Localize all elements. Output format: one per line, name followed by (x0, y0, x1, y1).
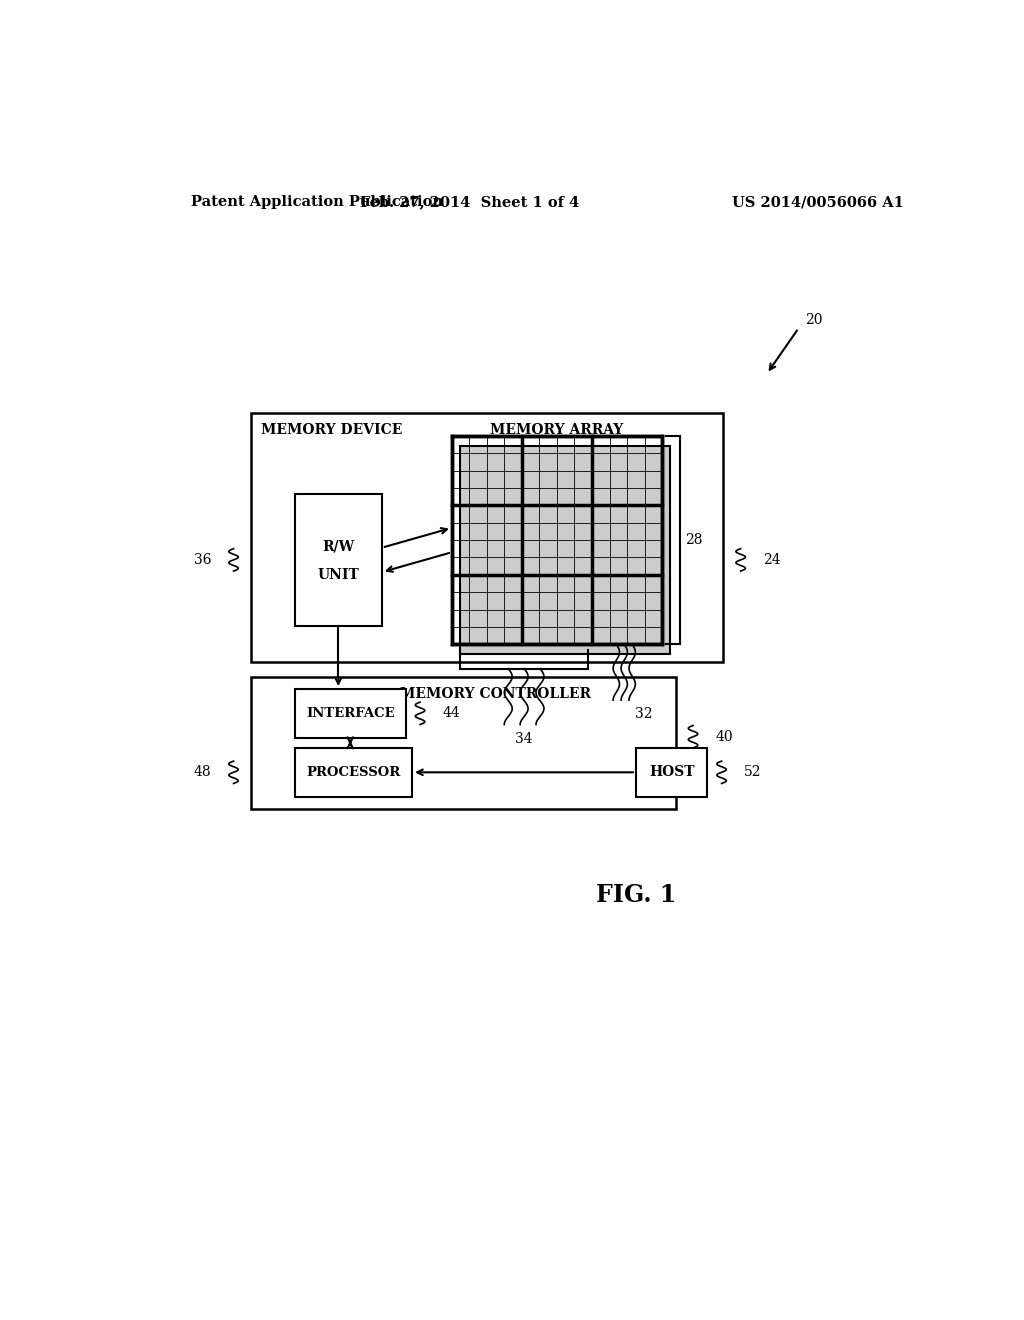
Text: Patent Application Publication: Patent Application Publication (191, 195, 443, 209)
Text: 52: 52 (743, 766, 761, 779)
Text: MEMORY ARRAY: MEMORY ARRAY (490, 422, 624, 437)
Text: FIG. 1: FIG. 1 (596, 883, 676, 907)
Text: R/W: R/W (323, 540, 354, 553)
FancyBboxPatch shape (295, 494, 382, 626)
Text: HOST: HOST (649, 766, 694, 779)
FancyBboxPatch shape (251, 677, 676, 809)
Text: 28: 28 (685, 533, 702, 546)
FancyBboxPatch shape (295, 689, 406, 738)
FancyBboxPatch shape (295, 748, 412, 797)
Text: 36: 36 (194, 553, 211, 566)
Text: MEMORY CONTROLLER: MEMORY CONTROLLER (399, 686, 591, 701)
Text: MEMORY DEVICE: MEMORY DEVICE (260, 422, 401, 437)
FancyBboxPatch shape (460, 446, 670, 655)
Text: UNIT: UNIT (317, 568, 359, 582)
FancyBboxPatch shape (636, 748, 708, 797)
Text: 48: 48 (194, 766, 211, 779)
Text: 44: 44 (442, 706, 460, 721)
Text: 34: 34 (515, 731, 532, 746)
FancyBboxPatch shape (251, 412, 723, 661)
Text: INTERFACE: INTERFACE (306, 706, 394, 719)
Text: 20: 20 (805, 313, 822, 327)
Text: Feb. 27, 2014  Sheet 1 of 4: Feb. 27, 2014 Sheet 1 of 4 (359, 195, 579, 209)
Text: 40: 40 (716, 730, 733, 743)
Text: 32: 32 (635, 708, 653, 721)
Text: 24: 24 (763, 553, 780, 566)
Text: US 2014/0056066 A1: US 2014/0056066 A1 (732, 195, 904, 209)
Text: PROCESSOR: PROCESSOR (306, 766, 400, 779)
